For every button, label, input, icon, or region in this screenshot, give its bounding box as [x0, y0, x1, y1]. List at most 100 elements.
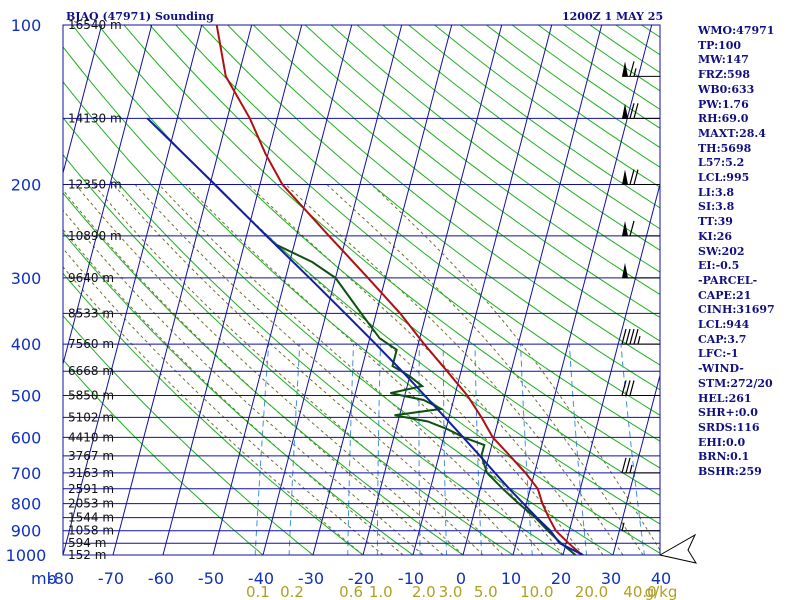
dry-adiabat-line — [63, 153, 514, 555]
moist-adiabat-line — [63, 266, 364, 555]
barb-flag — [622, 103, 628, 119]
plot-border — [62, 24, 661, 556]
mixing-ratio-line — [620, 344, 645, 555]
height-label: 8533 m — [68, 306, 114, 320]
temperature-tick-label: 20 — [551, 569, 571, 588]
sounding-time: 1200Z 1 MAY 25 — [562, 10, 663, 23]
index-line: LCL:944 — [698, 318, 750, 332]
height-label: 3767 m — [68, 449, 114, 463]
wind-barbs — [621, 61, 698, 564]
dry-adiabat-line — [63, 272, 364, 555]
height-label: 5102 m — [68, 410, 114, 424]
pressure-tick-label: 700 — [11, 464, 42, 483]
index-line: CAPE:21 — [698, 288, 752, 302]
isotherm-line — [63, 25, 103, 175]
index-line: FRZ:598 — [698, 68, 751, 82]
height-label: 14130 m — [68, 111, 122, 125]
barb-flag — [622, 220, 628, 236]
dewpoint-trace — [276, 243, 577, 555]
pressure-tick-label: 300 — [11, 269, 42, 288]
isotherm-line — [0, 25, 2, 555]
index-line: WB0:633 — [698, 82, 755, 96]
dry-adiabat-line — [63, 46, 660, 554]
isotherm-line — [512, 25, 653, 555]
isotherm-line — [362, 25, 503, 555]
moist-adiabat-line — [158, 184, 544, 555]
index-line: EHI:0.0 — [698, 435, 746, 449]
isotherm-line — [312, 25, 453, 555]
index-line: -PARCEL- — [698, 273, 758, 287]
barb-full — [633, 103, 639, 119]
moist-adiabat-line — [93, 184, 484, 555]
barb-flag — [622, 262, 628, 278]
barb-full — [633, 328, 639, 345]
barb-full — [629, 380, 635, 396]
height-label: 6668 m — [68, 364, 114, 378]
height-label: 2591 m — [68, 482, 114, 496]
height-label: 1058 m — [68, 524, 114, 538]
moist-adiabat-line — [248, 184, 604, 555]
mixing-ratio-label: 0.1 — [246, 583, 270, 600]
wind-barb — [621, 522, 660, 532]
moist-adiabat-line — [63, 189, 444, 555]
isotherm-line — [112, 25, 253, 555]
isotherm-group — [0, 25, 660, 555]
index-line: BRN:0.1 — [698, 450, 750, 464]
wind-barb — [622, 61, 660, 77]
barb-full — [629, 220, 635, 237]
calm-wind-marker — [658, 533, 698, 564]
dry-adiabat-line — [304, 25, 660, 296]
index-line: LFC:-1 — [698, 347, 739, 361]
index-line: KI:26 — [698, 229, 733, 243]
index-line: SW:202 — [698, 244, 745, 258]
moist-adiabat-line — [326, 184, 644, 555]
barb-full — [621, 328, 627, 345]
height-label: 7560 m — [68, 337, 114, 351]
dry-adiabat-line — [330, 25, 660, 273]
temperature-tick-label: -20 — [348, 569, 374, 588]
barb-full — [629, 61, 635, 77]
mixing-ratio-line — [347, 344, 354, 555]
dry-adiabat-line — [356, 25, 660, 251]
moist-adiabat-line — [215, 184, 584, 555]
isotherm-line — [162, 25, 303, 555]
dry-adiabat-line — [123, 25, 660, 469]
index-line: STM:272/20 — [698, 376, 773, 390]
temperature-tick-label: -50 — [198, 569, 224, 588]
height-label: 12350 m — [68, 178, 122, 192]
mixing-ratio-label: 0.2 — [280, 583, 304, 600]
index-line: PW:1.76 — [698, 97, 749, 111]
height-label: 10890 m — [68, 229, 122, 243]
wind-barb — [622, 262, 660, 279]
barb-half — [629, 464, 633, 474]
barb-full — [625, 457, 631, 474]
index-line: CAP:3.7 — [698, 332, 747, 346]
index-line: TP:100 — [698, 38, 742, 52]
barb-full — [621, 380, 627, 396]
height-label: 4410 m — [68, 430, 114, 444]
index-line: LI:3.8 — [698, 185, 735, 199]
pressure-tick-label: 400 — [11, 335, 42, 354]
temperature-tick-label: -70 — [98, 569, 124, 588]
isotherm-line — [562, 182, 660, 555]
dry-adiabat-line — [63, 231, 414, 555]
mixing-ratio-line — [376, 344, 381, 555]
temperature-tick-label: 30 — [601, 569, 621, 588]
height-label: 16540 m — [68, 18, 122, 32]
index-line: EI:-0.5 — [698, 259, 740, 273]
temperature-tick-label: -40 — [248, 569, 274, 588]
barb-flag — [622, 169, 628, 185]
barb-flag — [622, 61, 628, 77]
temperature-tick-label: -30 — [298, 569, 324, 588]
mixing-ratio-line — [254, 344, 270, 555]
mixing-ratio-line — [568, 344, 588, 555]
barb-full — [633, 169, 639, 185]
mixing-ratio-line — [520, 344, 533, 555]
isotherm-line — [212, 25, 353, 555]
barb-full — [625, 380, 631, 396]
moist-adiabat-line — [134, 184, 524, 555]
barb-full — [621, 457, 627, 474]
dry-adiabat-line — [63, 315, 314, 555]
dry-adiabat-line — [227, 25, 660, 366]
